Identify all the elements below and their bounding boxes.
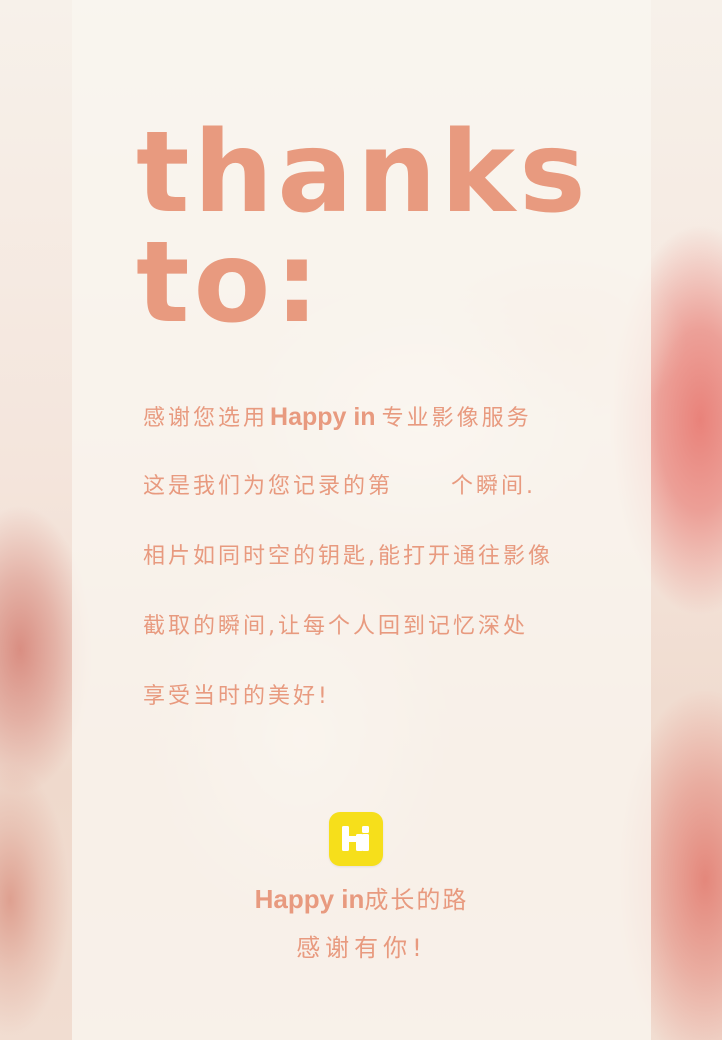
heading-line-1: thanks — [136, 108, 590, 238]
heading-line-2: to: — [136, 218, 324, 348]
thanks-heading: thanks to: — [136, 108, 590, 348]
tagline-rest: 成长的路 — [364, 886, 469, 914]
message-line-1-prefix: 感谢您选用 — [143, 406, 269, 431]
message-line-5: 享受当时的美好! — [143, 684, 330, 709]
message-line-4: 截取的瞬间,让每个人回到记忆深处 — [143, 614, 528, 639]
message-line-3: 相片如同时空的钥匙,能打开通往影像 — [143, 544, 553, 569]
brand-tagline: Happy in成长的路 — [72, 880, 651, 915]
message-line-2: 这是我们为您记录的第 个瞬间. — [143, 458, 613, 528]
content-panel — [72, 0, 651, 1040]
message-line-1: 感谢您选用Happy in 专业影像服务 — [143, 388, 613, 458]
message-line-1-suffix: 专业影像服务 — [381, 406, 532, 431]
brand-name-inline: Happy in — [270, 403, 376, 431]
message-line-2-prefix: 这是我们为您记录的第 — [143, 474, 394, 499]
tagline-brand: Happy in — [254, 884, 365, 914]
thank-you-message: 感谢您选用Happy in 专业影像服务 这是我们为您记录的第 个瞬间. 相片如同时… — [143, 388, 613, 738]
message-line-2-suffix: 个瞬间. — [451, 474, 537, 499]
happy-in-logo-icon — [329, 812, 383, 866]
thanks-tagline: 感谢有你! — [296, 934, 427, 962]
